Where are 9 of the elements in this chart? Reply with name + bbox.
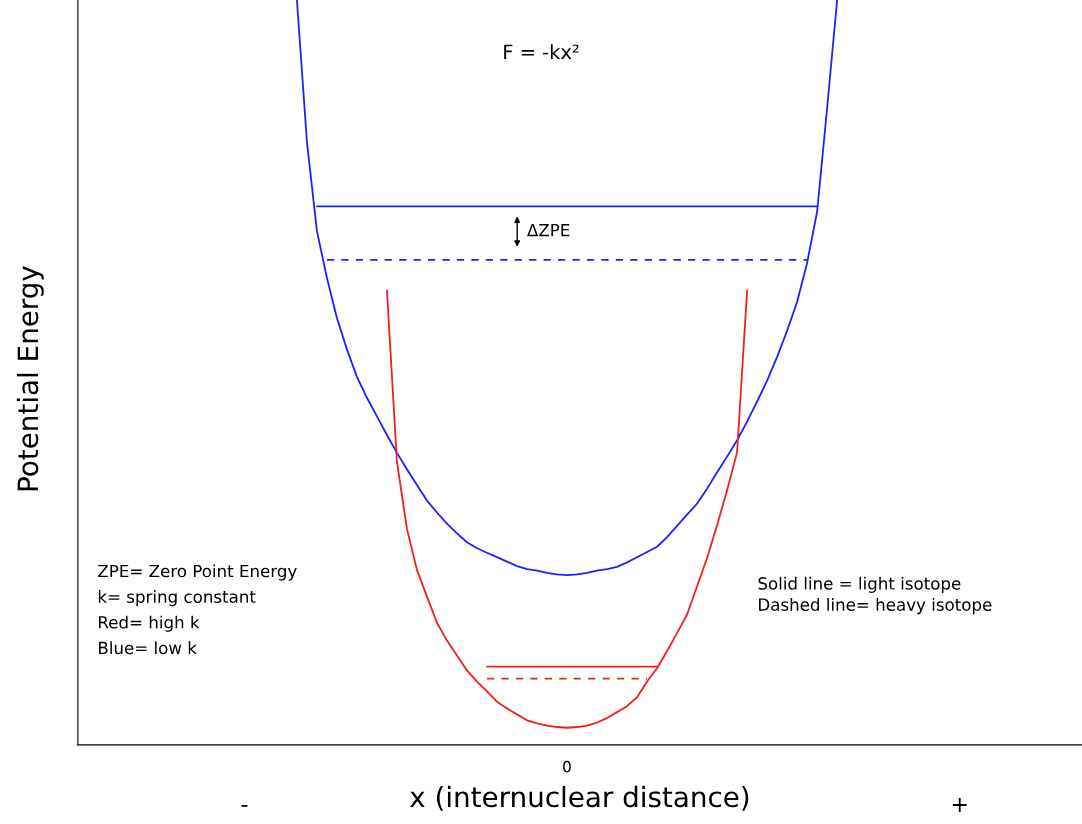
text: 0	[563, 760, 571, 773]
text: Potential Energy	[16, 265, 44, 491]
annotation: ΔZPE	[527, 223, 570, 237]
annotation: ZPE= Zero Point Energy k= spring constant Red= high k Blue= low k	[98, 564, 297, 655]
annotation: Solid line = light isotope Dashed line= heavy isotope	[758, 576, 992, 615]
text: +	[952, 798, 967, 812]
annotation: F = -kx²	[504, 44, 579, 59]
x-axis-title: x (internuclear distance)	[410, 785, 749, 811]
text: -	[241, 805, 248, 807]
